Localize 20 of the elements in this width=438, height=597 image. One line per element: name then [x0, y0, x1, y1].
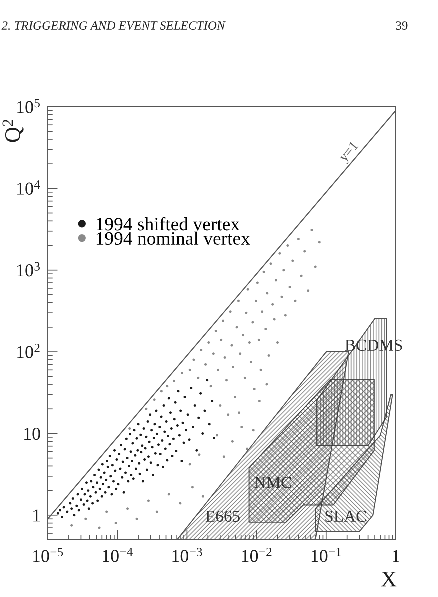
legend-label: 1994 nominal vertex	[96, 232, 250, 246]
text: 2. TRIGGERING AND EVENT SELECTION	[2, 22, 226, 30]
series-label: SLAC	[326, 510, 366, 522]
y-tick-label: 10$^{2}$	[18, 344, 40, 358]
y-tick-label: 10$^{3}$	[18, 262, 40, 277]
y-axis-title: Q$^{2}$	[2, 120, 24, 142]
text: y=1	[338, 140, 361, 164]
x-tick-label: 10$^{−3}$	[172, 548, 202, 562]
text: 39	[396, 22, 408, 30]
x-axis-title: X	[382, 572, 397, 587]
y-tick-label: 10$^{4}$	[18, 180, 40, 195]
y-tick-label: 10$^{5}$	[18, 99, 40, 114]
x-tick-label: 1	[393, 550, 400, 562]
x-tick-label: 10$^{−2}$	[242, 548, 272, 562]
x-tick-label: 10$^{−1}$	[312, 548, 342, 562]
x-tick-label: 10$^{−5}$	[34, 548, 64, 562]
y-tick-label: 10	[24, 428, 40, 440]
legend-label: 1994 shifted vertex	[96, 217, 240, 231]
x-tick-label: 10$^{−4}$	[103, 548, 133, 562]
y-tick-label: 1	[34, 510, 40, 522]
